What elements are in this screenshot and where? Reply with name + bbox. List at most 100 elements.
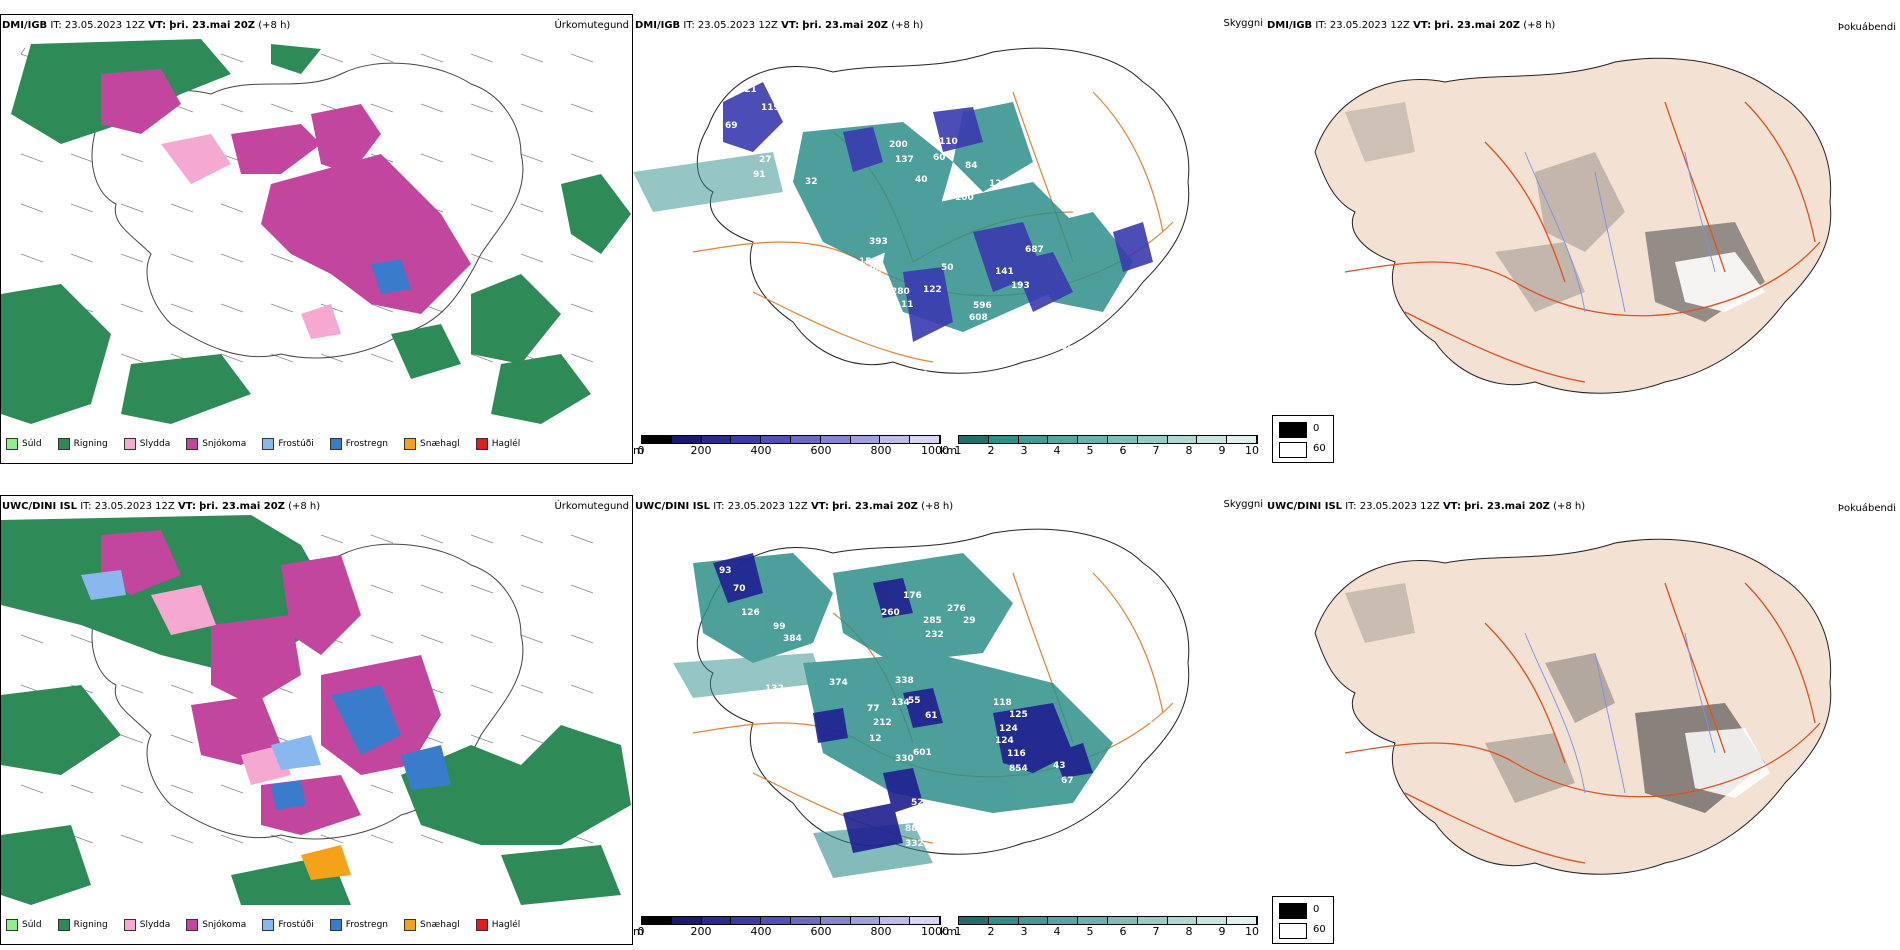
cloud-purple bbox=[723, 82, 1153, 342]
cloud-label: 110 bbox=[939, 137, 958, 147]
cloud-tick: 3 bbox=[1020, 925, 1028, 938]
cloud-tick: 10 bbox=[1245, 444, 1259, 457]
cloud-label: 11 bbox=[901, 300, 914, 310]
cloud-map: 173 93 70 126 99 384 132 374 77 134 338 … bbox=[673, 528, 1190, 878]
cloud-label: 608 bbox=[969, 313, 988, 323]
cloud-label: 32 bbox=[805, 177, 818, 187]
model-name: DMI/IGB bbox=[2, 20, 48, 31]
init-time: 23.05.2023 12Z bbox=[64, 20, 145, 31]
cloud-label: 123 bbox=[989, 179, 1008, 189]
init-time: 23.05.2023 12Z bbox=[697, 20, 778, 31]
cloud-colorbar-ticks: 1 2 3 4 5 6 7 8 9 10 bbox=[954, 444, 1260, 458]
cloud-tick: 2 bbox=[987, 444, 995, 457]
it-label: IT: bbox=[1315, 20, 1327, 31]
panel-title: UWC/DINI ISL IT: 23.05.2023 12Z VT: þri.… bbox=[1267, 501, 1585, 512]
cloud-label: 596 bbox=[973, 301, 992, 311]
roads bbox=[1344, 582, 1821, 864]
cloud-label: 276 bbox=[947, 604, 966, 614]
fog-legend: 0 60 bbox=[1272, 896, 1334, 944]
model-name: UWC/DINI ISL bbox=[635, 501, 711, 512]
fog-legend-label: 60 bbox=[1313, 443, 1326, 454]
fog-title: Þokuábendi bbox=[1837, 503, 1896, 514]
cloud-label: 141 bbox=[995, 267, 1014, 277]
cloud-label: 237 bbox=[933, 360, 952, 370]
legend-item-rain: Rigning bbox=[57, 438, 108, 450]
cloud-label: 601 bbox=[913, 748, 932, 758]
fog-map bbox=[1314, 538, 1832, 875]
cloud-label: 124 bbox=[995, 736, 1014, 746]
cloud-colorbar: 1 2 3 4 5 6 7 8 9 10 bbox=[955, 916, 1259, 939]
lead-time: (+8 h) bbox=[891, 20, 924, 31]
fog-legend-white bbox=[1279, 923, 1307, 939]
panel-title: UWC/DINI ISL IT: 23.05.2023 12Z VT: þri.… bbox=[2, 501, 320, 512]
model-name: UWC/DINI ISL bbox=[1267, 501, 1343, 512]
precip-legend: Súld Rigning Slydda Snjókoma Frostúði Fr… bbox=[6, 438, 530, 450]
rivers bbox=[1524, 151, 1716, 313]
snow-areas bbox=[101, 69, 471, 314]
freezing-rain-areas bbox=[271, 685, 451, 810]
vt-label: VT: bbox=[1442, 501, 1461, 512]
height-colorbar-ticks: 0 200 400 600 800 1000 bbox=[638, 925, 950, 939]
cloud-label: 119 bbox=[761, 103, 780, 113]
it-label: IT: bbox=[683, 20, 695, 31]
roads bbox=[1344, 101, 1821, 383]
cloud-label: 108 bbox=[863, 265, 882, 275]
cloud-tick: 9 bbox=[1218, 925, 1226, 938]
cloud-label: 84 bbox=[965, 161, 978, 171]
fog-legend-black bbox=[1279, 422, 1307, 438]
cloud-tick: 4 bbox=[1053, 444, 1061, 457]
cloud-label: 12 bbox=[869, 734, 882, 744]
cloud-label: 338 bbox=[895, 676, 914, 686]
valid-time: þri. 23.mai 20Z bbox=[1464, 501, 1550, 512]
cloud-label: 93 bbox=[909, 345, 922, 355]
fog-legend-white bbox=[1279, 442, 1307, 458]
cloud-label: 12 bbox=[1141, 716, 1154, 726]
cloud-tick: 5 bbox=[1086, 444, 1094, 457]
cloud-unit: km bbox=[940, 444, 958, 457]
cloud-label: 132 bbox=[765, 684, 784, 694]
height-colorbar: 0 200 400 600 800 1000 bbox=[638, 435, 949, 458]
cloud-label: 125 bbox=[1009, 710, 1028, 720]
cloud-label: 55 bbox=[908, 696, 921, 706]
cloud-label: 285 bbox=[923, 616, 942, 626]
lead-time: (+8 h) bbox=[1553, 501, 1586, 512]
cloud-tick: 3 bbox=[1020, 444, 1028, 457]
it-label: IT: bbox=[50, 20, 62, 31]
cloud-label: 115 bbox=[1043, 325, 1062, 335]
cloud-label: 744 bbox=[909, 370, 928, 380]
cloud-label: 121 bbox=[738, 85, 757, 95]
cloud-label: 88 bbox=[905, 824, 918, 834]
cloud-tick: 8 bbox=[1185, 444, 1193, 457]
snow-grains-areas bbox=[301, 845, 351, 880]
vt-label: VT: bbox=[781, 20, 800, 31]
valid-time: þri. 23.mai 20Z bbox=[832, 501, 918, 512]
cloud-label: 393 bbox=[869, 237, 888, 247]
cloud-label: 122 bbox=[923, 285, 942, 295]
height-colorbar-swatches bbox=[641, 916, 941, 925]
lead-time: (+8 h) bbox=[1523, 20, 1556, 31]
height-colorbar: 0 200 400 600 800 1000 bbox=[638, 916, 950, 939]
cloud-label: 332 bbox=[905, 839, 924, 849]
precip-panel-row1: DMI/IGB IT: 23.05.2023 12Z VT: þri. 23.m… bbox=[0, 12, 633, 464]
panel-title: DMI/IGB IT: 23.05.2023 12Z VT: þri. 23.m… bbox=[635, 20, 923, 31]
model-name: UWC/DINI ISL bbox=[2, 501, 78, 512]
precip-panel-row2: UWC/DINI ISL IT: 23.05.2023 12Z VT: þri.… bbox=[0, 493, 633, 945]
cloud-label: 104 bbox=[853, 290, 872, 300]
cloud-tick: 10 bbox=[1245, 925, 1259, 938]
cloud-label: 27 bbox=[759, 155, 772, 165]
cloud-tick: 1 bbox=[954, 444, 962, 457]
cloud-tick: 6 bbox=[1119, 925, 1127, 938]
cloud-label: 232 bbox=[925, 630, 944, 640]
precip-type-title: Úrkomutegund bbox=[554, 501, 629, 512]
cloud-label: 45 bbox=[933, 844, 946, 854]
cloud-label: 687 bbox=[1025, 245, 1044, 255]
cloud-label: 77 bbox=[867, 704, 880, 714]
legend-item-snow: Snjókoma bbox=[186, 919, 246, 931]
height-tick: 800 bbox=[870, 925, 892, 938]
legend-item-snow-grains: Snæhagl bbox=[404, 919, 460, 931]
cloud-label: 99 bbox=[703, 147, 716, 157]
freezing-drizzle-areas bbox=[81, 570, 321, 770]
init-time: 23.05.2023 12Z bbox=[727, 501, 808, 512]
cloud-label: 114 bbox=[1148, 287, 1167, 297]
cloud-label: 44 bbox=[773, 225, 786, 235]
